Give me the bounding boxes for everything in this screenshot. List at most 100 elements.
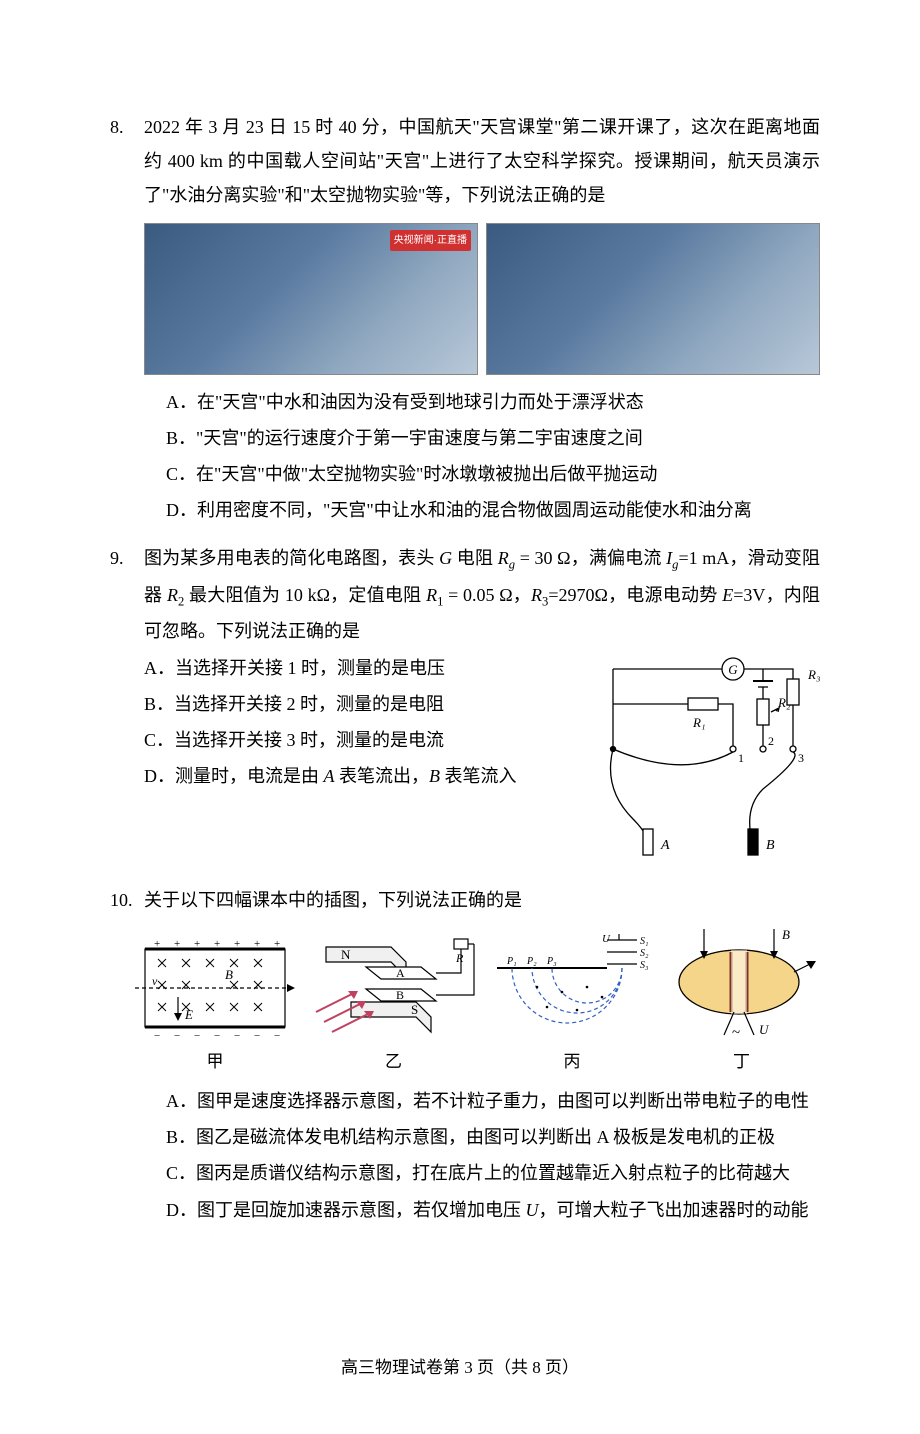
opt-label-D: D． [166,493,197,527]
q10-d-U: U [526,1200,539,1220]
q10-number: 10. [110,883,144,917]
svg-text:E: E [184,1007,193,1022]
sym-R3: R [531,585,542,605]
q9-d-mid: 表笔流出， [335,766,430,786]
svg-text:+: + [194,938,200,950]
fig-yi-label: 乙 [385,1046,402,1078]
svg-text:B: B [225,967,233,982]
svg-text:2: 2 [768,734,774,748]
svg-text:B: B [396,988,404,1002]
svg-text:3: 3 [798,751,804,765]
svg-text:+: + [174,938,180,950]
q9-opt-C: 当选择开关接 3 时，测量的是电流 [174,723,580,757]
opt-label-B: B． [166,421,196,455]
q9-d-post: 表笔流入 [440,766,517,786]
opt-label-A: A． [166,1084,197,1118]
q10-options: A．图甲是速度选择器示意图，若不计粒子重力，由图可以判断出带电粒子的电性 B．图… [110,1084,820,1227]
q10-figures: +++++++ −−−−−−− [130,927,820,1078]
svg-text:S: S [411,1002,418,1017]
opt-label-D: D． [144,759,175,793]
q9-circuit: G R₃ [590,649,820,869]
svg-text:A: A [396,966,405,980]
q8-photo-1: 央视新闻·正直播 [144,223,478,375]
opt-label-C: C． [166,1156,196,1190]
svg-text:R₁: R₁ [692,715,705,730]
svg-text:−: − [174,1030,180,1042]
svg-text:R₃: R₃ [807,667,820,682]
q8-opt-B: "天宫"的运行速度介于第一宇宙速度与第二宇宙速度之间 [196,421,820,455]
q10-stem: 关于以下四幅课本中的插图，下列说法正确的是 [144,883,820,917]
svg-text:U: U [759,1022,770,1037]
svg-text:N: N [341,947,351,962]
svg-text:+: + [214,938,220,950]
fig-jia: +++++++ −−−−−−− [130,937,300,1078]
fig-ding: B U ~ 丁 [663,927,820,1078]
svg-text:B: B [782,927,790,942]
exam-page: 8. 2022 年 3 月 23 日 15 时 40 分，中国航天"天宫课堂"第… [0,0,920,1434]
q10-opt-B: 图乙是磁流体发电机结构示意图，由图可以判断出 A 极板是发电机的正极 [196,1120,820,1154]
q9-t5: 最大阻值为 10 kΩ，定值电阻 [184,585,426,605]
page-footer: 高三物理试卷第 3 页（共 8 页） [0,1352,920,1384]
q10-d-post: ，可增大粒子飞出加速器时的动能 [539,1200,809,1220]
svg-text:+: + [234,938,240,950]
q9-number: 9. [110,541,144,648]
opt-label-D: D． [166,1193,197,1227]
opt-label-B: B． [166,1120,196,1154]
opt-label-A: A． [144,651,175,685]
q8-number: 8. [110,110,144,213]
sym-G: G [439,548,452,568]
svg-text:~: ~ [732,1025,740,1041]
sym-Rg: R [498,548,509,568]
q9-opt-A: 当选择开关接 1 时，测量的是电压 [175,651,580,685]
q9-t6: = 0.05 Ω， [443,585,531,605]
svg-text:+: + [274,938,280,950]
svg-text:R₂: R₂ [777,695,791,710]
q9-stem: 图为某多用电表的简化电路图，表头 G 电阻 Rg = 30 Ω，满偏电流 Ig=… [144,541,820,648]
svg-text:B: B [766,838,775,853]
q8-opt-C: 在"天宫"中做"太空抛物实验"时冰墩墩被抛出后做平抛运动 [196,457,820,491]
svg-text:v: v [152,974,158,988]
opt-label-A: A． [166,385,197,419]
q9-opt-D: 测量时，电流是由 A 表笔流出，B 表笔流入 [175,759,580,793]
q9-d-A: A [324,766,335,786]
sym-E: E [722,585,733,605]
question-8: 8. 2022 年 3 月 23 日 15 时 40 分，中国航天"天宫课堂"第… [110,110,820,527]
question-9: 9. 图为某多用电表的简化电路图，表头 G 电阻 Rg = 30 Ω，满偏电流 … [110,541,820,868]
q9-d-B: B [429,766,440,786]
q9-options: A．当选择开关接 1 时，测量的是电压 B．当选择开关接 2 时，测量的是电阻 … [144,649,580,869]
q9-t2: 电阻 [452,548,498,568]
q9-t1: 图为某多用电表的简化电路图，表头 [144,548,439,568]
q8-photos: 央视新闻·正直播 [144,223,820,375]
fig-yi: N S A B [306,937,481,1078]
fig-jia-label: 甲 [207,1046,224,1078]
svg-text:P₁: P₁ [506,956,517,967]
svg-text:−: − [214,1030,220,1042]
svg-text:P₂: P₂ [526,956,537,967]
q9-opt-B: 当选择开关接 2 时，测量的是电阻 [174,687,580,721]
q9-t3: = 30 Ω，满偏电流 [515,548,666,568]
svg-text:S₃: S₃ [640,960,649,971]
q10-opt-D: 图丁是回旋加速器示意图，若仅增加电压 U，可增大粒子飞出加速器时的动能 [197,1193,820,1227]
opt-label-C: C． [144,723,174,757]
sym-R1: R [426,585,437,605]
svg-text:1: 1 [738,751,744,765]
svg-text:A: A [660,838,670,853]
live-badge: 央视新闻·正直播 [390,230,471,251]
opt-label-C: C． [166,457,196,491]
svg-text:−: − [154,1030,160,1042]
svg-text:S₂: S₂ [640,948,649,959]
svg-text:P₃: P₃ [546,956,557,967]
svg-text:G: G [728,662,738,677]
fig-bing: U S₁ S₂ S₃ P₃ P₂ P₁ [487,932,657,1078]
sym-R2: R [167,585,178,605]
svg-text:R: R [455,951,464,965]
q9-t7: =2970Ω，电源电动势 [548,585,722,605]
q8-opt-A: 在"天宫"中水和油因为没有受到地球引力而处于漂浮状态 [197,385,820,419]
svg-text:+: + [154,938,160,950]
opt-label-B: B． [144,687,174,721]
svg-text:−: − [274,1030,280,1042]
q10-opt-A: 图甲是速度选择器示意图，若不计粒子重力，由图可以判断出带电粒子的电性 [197,1084,820,1118]
q8-photo-2 [486,223,820,375]
fig-bing-label: 丙 [564,1046,581,1078]
svg-text:+: + [254,938,260,950]
